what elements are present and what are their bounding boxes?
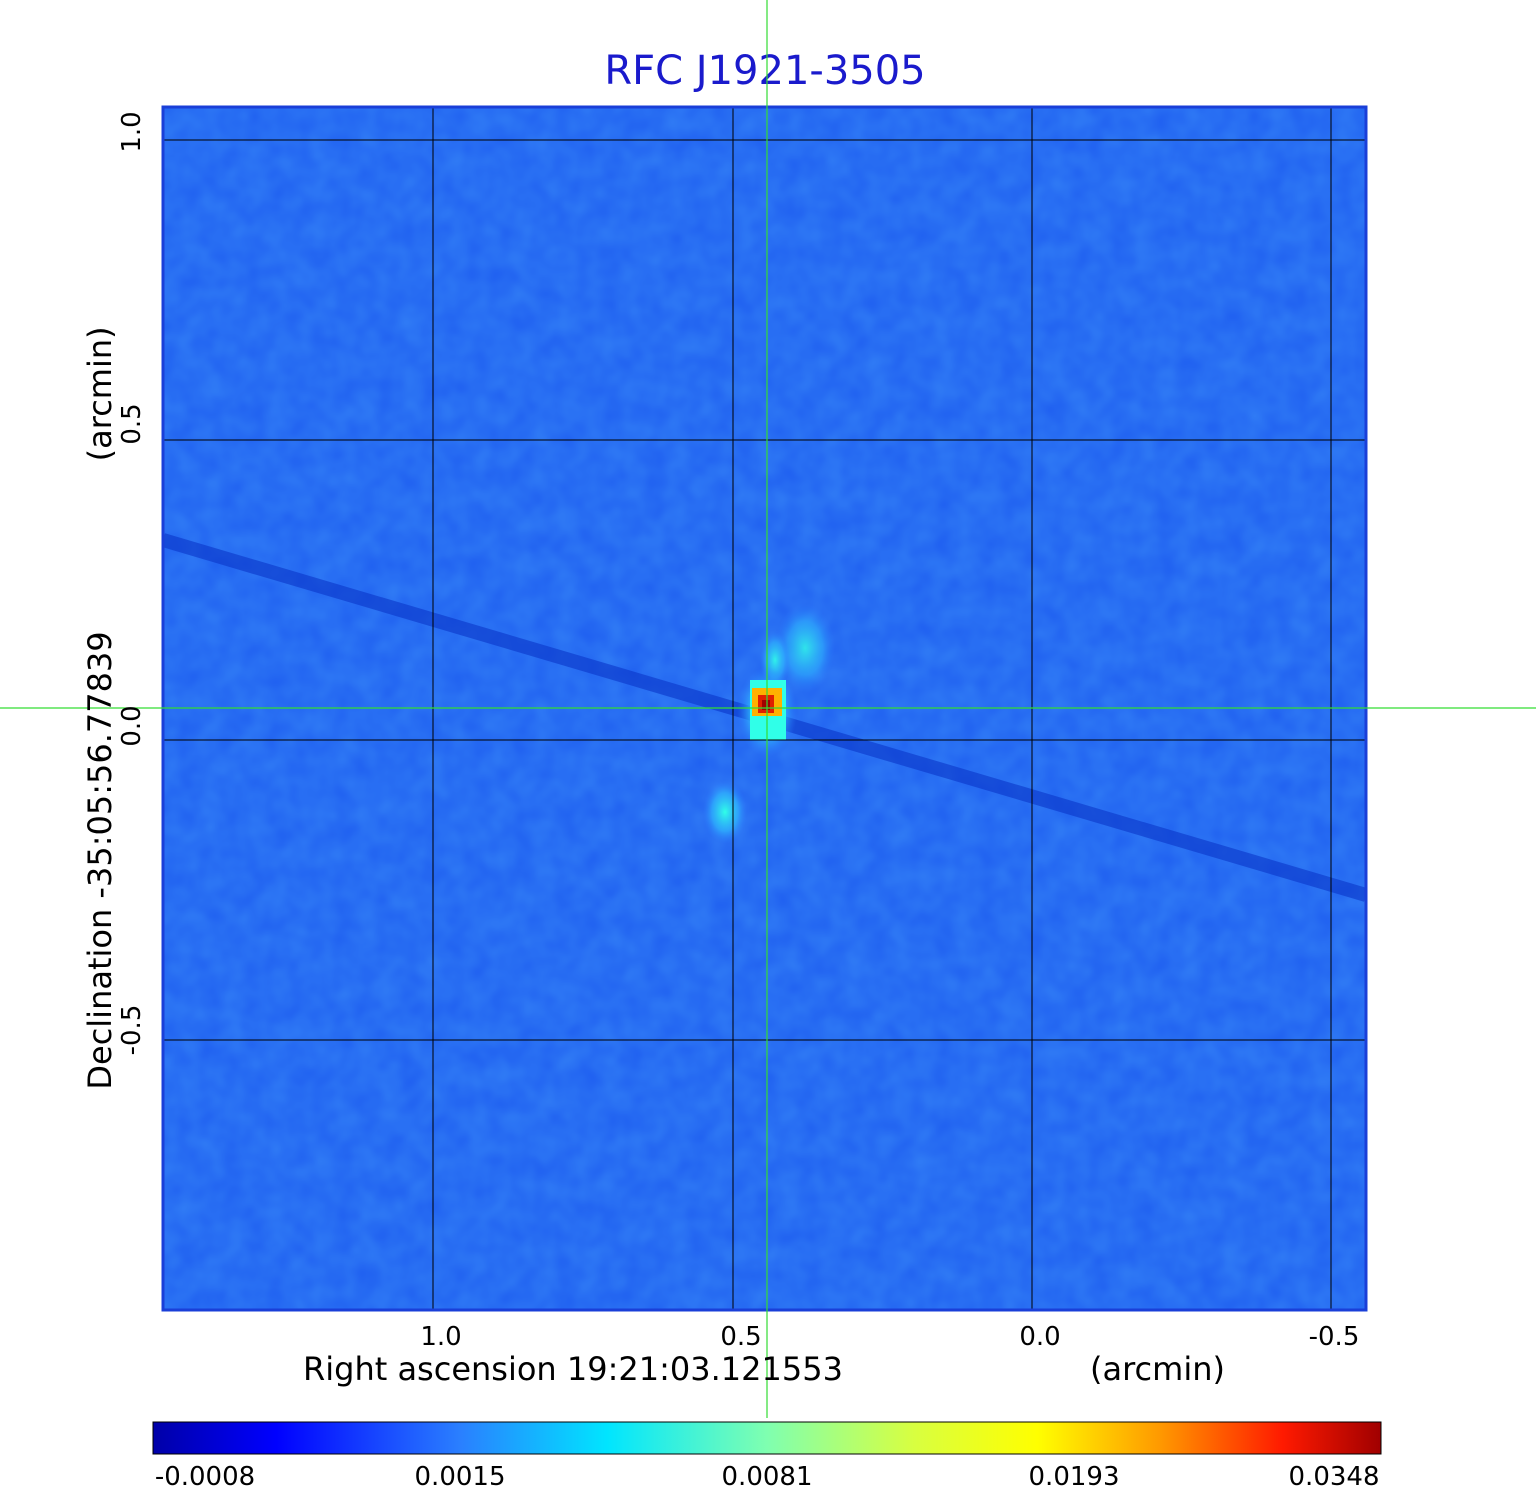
colorbar-tick-label: 0.0193 bbox=[1028, 1462, 1120, 1492]
x-tick-label: 1.0 bbox=[420, 1322, 462, 1352]
y-tick-label: 1.0 bbox=[117, 111, 147, 153]
x-tick-label: -0.5 bbox=[1308, 1322, 1360, 1352]
crosshair bbox=[0, 0, 1536, 1418]
colorbar-tick-label: 0.0348 bbox=[1288, 1462, 1380, 1492]
x-axis-label: Right ascension 19:21:03.121553 bbox=[303, 1350, 843, 1388]
y-axis-unit: (arcmin) bbox=[81, 326, 119, 462]
y-axis-label: Declination -35:05:56.77839 bbox=[81, 631, 119, 1090]
y-tick-label: -0.5 bbox=[117, 1004, 147, 1056]
colorbar-tick-label: 0.0015 bbox=[414, 1462, 506, 1492]
colorbar-tick-label: 0.0081 bbox=[721, 1462, 813, 1492]
y-tick-label: 0.0 bbox=[117, 705, 147, 747]
upper-source bbox=[775, 603, 835, 693]
colorbar-tick-label: -0.0008 bbox=[154, 1462, 256, 1492]
page-title: RFC J1921-3505 bbox=[604, 48, 926, 94]
lower-source bbox=[703, 780, 747, 844]
x-axis-unit: (arcmin) bbox=[1090, 1350, 1225, 1388]
y-tick-label: 0.5 bbox=[117, 403, 147, 445]
y-axis-label-group: Declination -35:05:56.77839 (arcmin) bbox=[81, 326, 119, 1089]
x-tick-label: 0.0 bbox=[1019, 1322, 1061, 1352]
colorbar bbox=[152, 1421, 1382, 1455]
x-tick-label: 0.5 bbox=[720, 1322, 762, 1352]
core-peak-2 bbox=[762, 700, 770, 710]
